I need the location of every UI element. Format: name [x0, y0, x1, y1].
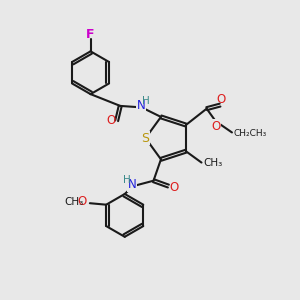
Text: CH₃: CH₃: [204, 158, 223, 168]
Text: N: N: [137, 99, 146, 112]
Text: F: F: [86, 28, 95, 40]
Text: N: N: [128, 178, 136, 191]
Text: S: S: [142, 132, 149, 145]
Text: O: O: [169, 181, 178, 194]
Text: O: O: [77, 195, 86, 208]
Text: O: O: [106, 114, 115, 127]
Text: H: H: [123, 175, 130, 185]
Text: O: O: [211, 120, 220, 133]
Text: O: O: [216, 93, 226, 106]
Text: CH₃: CH₃: [64, 197, 83, 207]
Text: CH₂CH₃: CH₂CH₃: [233, 129, 266, 138]
Text: H: H: [142, 96, 150, 106]
